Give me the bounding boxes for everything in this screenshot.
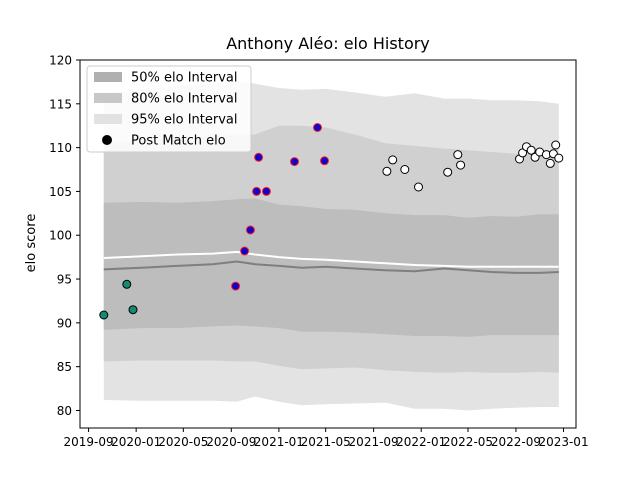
y-tick-label: 110 [49,141,72,155]
y-tick-label: 80 [57,404,72,418]
post-match-elo-point [526,145,536,155]
y-tick-label: 90 [57,316,72,330]
x-tick-label: 2021-09 [349,435,399,449]
post-match-elo-point [320,156,329,166]
legend-label: Post Match elo [131,134,226,149]
post-match-elo-point [443,167,453,177]
post-match-elo-point [313,123,322,132]
post-match-elo-point [240,246,250,256]
y-tick-label: 115 [49,97,72,111]
x-tick-label: 2022-05 [443,435,493,449]
post-match-elo-point [254,152,264,162]
mean-elo-line [103,250,559,268]
legend-label: 95% elo Interval [131,113,238,128]
post-match-elo-point [545,158,555,168]
legend-swatch [94,93,122,103]
x-tick-label: 2019-09 [64,435,114,449]
chart-title: Anthony Aléo: elo History [226,34,430,53]
x-tick-label: 2021-05 [301,435,351,449]
x-tick-label: 2022-09 [491,435,541,449]
post-match-elo-point [453,150,463,160]
post-match-elo-point [388,155,398,165]
legend-label: 80% elo Interval [131,92,238,107]
plot-frame [79,59,577,429]
y-tick-label: 85 [57,360,72,374]
y-tick-label: 100 [49,229,72,243]
legend-box [86,65,252,153]
legend-label: 50% elo Interval [131,71,238,86]
x-axis: 2019-092020-012020-052020-092021-012021-… [64,428,589,449]
legend-swatch [94,72,122,82]
post-match-elo-point [400,165,410,174]
y-axis: 80 85 90 95 100 105 110 115 120 [49,54,80,418]
post-match-elo-point [551,140,561,150]
match-points [99,123,564,320]
legend-marker [102,135,112,145]
post-match-elo-point [252,186,262,196]
x-tick-label: 2022-01 [396,435,446,449]
y-axis-label: elo score [24,214,39,273]
x-tick-label: 2023-01 [538,435,588,449]
median-elo-line [103,260,559,274]
post-match-elo-point [261,186,271,196]
y-tick-label: 120 [49,54,72,68]
post-match-elo-point [290,157,299,167]
post-match-elo-point [128,305,138,315]
y-tick-label: 105 [49,185,72,199]
legend-swatch [94,114,122,124]
legend: 50% elo Interval 80% elo Interval 95% elo … [86,65,252,153]
interval-bands [103,81,559,411]
post-match-elo-point [554,153,564,163]
post-match-elo-point [245,225,255,235]
post-match-elo-point [122,279,132,289]
trend-lines [103,250,559,274]
x-tick-label: 2020-01 [111,435,161,449]
x-tick-label: 2020-05 [158,435,208,449]
post-match-elo-point [456,160,466,170]
y-tick-label: 95 [57,273,72,287]
x-tick-label: 2021-01 [254,435,304,449]
post-match-elo-point [414,182,423,192]
post-match-elo-point [231,281,241,291]
post-match-elo-point [99,310,109,320]
x-tick-label: 2020-09 [206,435,256,449]
post-match-elo-point [382,166,392,176]
